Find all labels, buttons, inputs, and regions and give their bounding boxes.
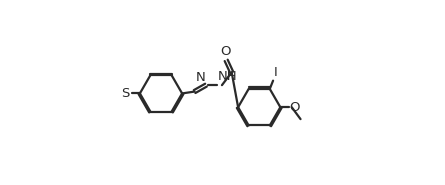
Text: N: N	[195, 71, 205, 84]
Text: O: O	[290, 101, 300, 114]
Text: S: S	[121, 87, 129, 100]
Text: O: O	[221, 45, 231, 58]
Text: NH: NH	[218, 70, 238, 83]
Text: I: I	[274, 66, 278, 79]
